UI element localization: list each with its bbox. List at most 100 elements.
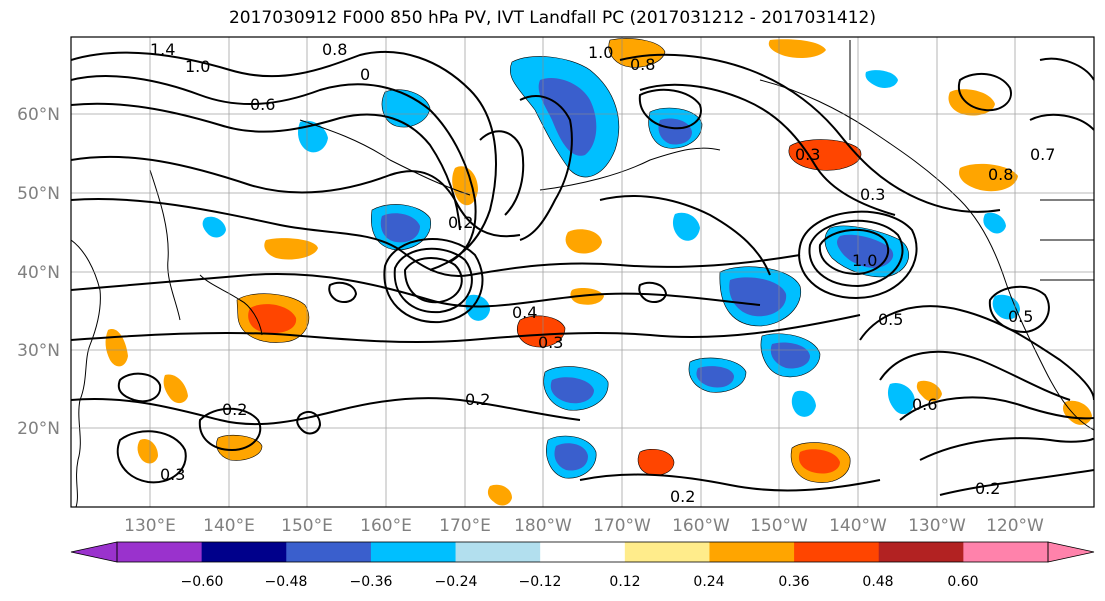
negative-anomaly-patch [465, 294, 490, 321]
positive-anomaly-patch [570, 288, 604, 305]
positive-anomaly-patch [264, 238, 318, 260]
colorbar-tick-labels: −0.60 −0.48 −0.36 −0.24 −0.12 0.12 0.24 … [181, 574, 979, 590]
contour-line [71, 75, 477, 263]
coastline [149, 169, 181, 321]
negative-anomaly-patch [887, 382, 915, 415]
colorbar-tick-label: −0.36 [350, 574, 393, 590]
colorbar-segment [624, 542, 710, 562]
longitude-label: 150°W [750, 516, 808, 536]
contour-line [71, 102, 461, 231]
contour-label: 0.8 [322, 40, 347, 59]
negative-anomaly-patch [554, 443, 588, 471]
colorbar-tick-label: 0.48 [862, 574, 893, 590]
colorbar-tick-label: −0.24 [435, 574, 478, 590]
longitude-labels: 130°E 140°E 150°E 160°E 170°E 180°W 170°… [124, 516, 1044, 536]
contour-label: 0.5 [1008, 307, 1033, 326]
colorbar-tick-label: −0.48 [265, 574, 308, 590]
contour-label: 0.3 [160, 465, 185, 484]
contour-label: 0.2 [448, 213, 473, 232]
contour-layer [71, 51, 1094, 496]
contour-label: 0 [360, 65, 370, 84]
coastline-layer [71, 40, 1094, 507]
negative-anomaly-patch [770, 342, 810, 369]
longitude-label: 160°W [672, 516, 730, 536]
contour-label: 0.3 [860, 185, 885, 204]
longitude-label: 170°E [439, 516, 491, 536]
contour-line [798, 210, 918, 300]
contour-line [1039, 57, 1094, 81]
contour-line [939, 469, 1094, 496]
map-panel: 1.4 1.0 0.8 0.6 0 1.0 0.8 0.3 0.2 0.4 0.… [71, 37, 1094, 507]
contour-label: 1.0 [588, 43, 613, 62]
contour-line [71, 198, 801, 277]
negative-anomaly-patch [658, 118, 692, 145]
negative-anomaly-patch [837, 234, 894, 268]
contour-line [638, 281, 668, 303]
colorbar-segment [201, 542, 287, 562]
latitude-label: 60°N [17, 105, 60, 125]
contour-label: 0.8 [988, 165, 1013, 184]
contour-line [818, 228, 890, 276]
colorbar-segment [963, 542, 1049, 562]
colorbar-frame [116, 541, 1049, 563]
contour-line [599, 194, 771, 276]
colorbar-segment [370, 542, 457, 562]
positive-anomaly-patch [637, 449, 675, 476]
contour-label: 0.8 [630, 55, 655, 74]
coastline [759, 79, 1094, 431]
negative-anomaly-patch [381, 89, 431, 128]
colorbar-tick-label: 0.24 [693, 574, 724, 590]
negative-anomaly-patch [298, 120, 328, 153]
longitude-label: 160°E [360, 516, 412, 536]
contour-line [619, 53, 1001, 213]
contour-line [383, 238, 484, 324]
contour-line [117, 372, 162, 403]
colorbar-tick-label: −0.12 [519, 574, 562, 590]
negative-anomaly-patch [729, 277, 787, 317]
contour-label: 0.5 [878, 310, 903, 329]
contour-label: 0.4 [512, 303, 537, 322]
colorbar-segment [117, 542, 203, 562]
contour-label: 0.2 [670, 487, 695, 506]
contour-line [71, 314, 861, 344]
contour-line [296, 411, 322, 435]
longitude-label: 140°W [829, 516, 887, 536]
positive-anomaly-patch [959, 163, 1018, 192]
latitude-label: 40°N [17, 263, 60, 283]
contour-line [71, 155, 521, 238]
contour-label: 0.7 [1030, 145, 1055, 164]
contour-line [638, 88, 702, 130]
contour-line [328, 281, 358, 303]
negative-anomaly-patch [202, 216, 226, 238]
negative-anomaly-patch [380, 213, 420, 243]
colorbar [70, 541, 1095, 563]
colorbar-segment [794, 542, 880, 562]
colorbar-segment [709, 542, 795, 562]
positive-anomaly-patch [163, 374, 188, 404]
contour-line [403, 257, 463, 304]
contour-label-layer: 1.4 1.0 0.8 0.6 0 1.0 0.8 0.3 0.2 0.4 0.… [150, 40, 1055, 506]
contour-label: 1.0 [852, 251, 877, 270]
longitude-label: 130°E [124, 516, 176, 536]
contour-line [1029, 113, 1094, 131]
contour-line [988, 285, 1050, 334]
contour-line [71, 397, 581, 426]
contour-line [579, 473, 881, 492]
longitude-label: 170°W [593, 516, 651, 536]
contour-line [479, 130, 525, 216]
contour-line [808, 219, 904, 288]
colorbar-tick-label: −0.60 [181, 574, 224, 590]
contour-line [879, 350, 1071, 401]
positive-anomaly-patch [137, 438, 158, 464]
latitude-label: 20°N [17, 419, 60, 439]
map-frame [70, 36, 1095, 508]
contour-label: 0.2 [975, 479, 1000, 498]
colorbar-extend-high [1047, 541, 1095, 563]
contour-label: 0.6 [912, 395, 937, 414]
positive-anomaly-patch [916, 380, 942, 402]
positive-anomaly-patch [105, 329, 128, 367]
contour-line [198, 407, 262, 452]
longitude-label: 140°E [203, 516, 255, 536]
contour-line [71, 273, 761, 308]
